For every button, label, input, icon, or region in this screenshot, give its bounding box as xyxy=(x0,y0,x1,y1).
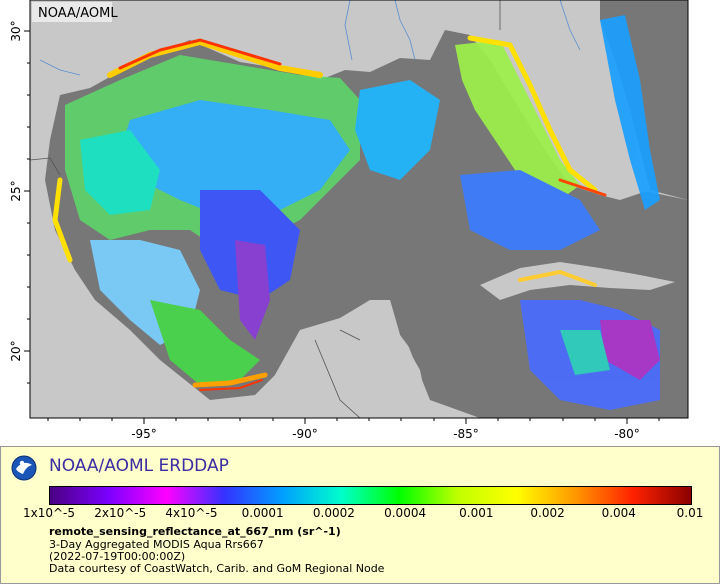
colorbar-tick-label: 0.004 xyxy=(601,506,636,520)
colorbar-tick-label: 0.0004 xyxy=(384,506,427,520)
lon-label-90: -90° xyxy=(292,427,318,441)
cuba-land xyxy=(480,262,675,300)
lat-label-20: 20° xyxy=(9,340,23,361)
legend-panel: NOAA/AOML ERDDAP 1x10^-5 2x10^-5 4x10^-5 0.… xyxy=(0,446,720,584)
legend-title: NOAA/AOML ERDDAP xyxy=(49,456,229,476)
noaa-logo-icon xyxy=(11,455,37,481)
latitude-ticks xyxy=(24,30,30,384)
borders xyxy=(30,0,501,418)
variable-name: remote_sensing_reflectance_at_667_nm (sr… xyxy=(49,525,341,538)
coastal-high-reflectance xyxy=(52,35,607,391)
dataset-time: (2022-07-19T00:00:00Z) xyxy=(49,550,186,563)
map-credit: NOAA/AOML xyxy=(38,6,118,21)
lon-label-95: -95° xyxy=(131,427,157,441)
colorbar-tick-label: 0.001 xyxy=(459,506,494,520)
colorbar-tick-label: 0.0001 xyxy=(241,506,284,520)
colorbar-tick-label: 4x10^-5 xyxy=(165,506,218,520)
colorbar xyxy=(49,486,692,505)
plot-frame xyxy=(29,0,689,419)
longitude-ticks xyxy=(47,418,660,424)
lat-label-25: 25° xyxy=(9,180,23,201)
lat-label-30: 30° xyxy=(9,20,23,41)
data-credit: Data courtesy of CoastWatch, Carib. and … xyxy=(49,562,385,575)
colorbar-tick-label: 2x10^-5 xyxy=(94,506,147,520)
reflectance-data-overlay xyxy=(65,15,660,410)
yucatan-land xyxy=(275,300,430,418)
rivers xyxy=(39,0,581,76)
dataset-description: 3-Day Aggregated MODIS Aqua Rrs667 xyxy=(49,538,264,551)
colorbar-tick-label: 0.01 xyxy=(676,506,704,520)
credit-box xyxy=(32,2,112,22)
satellite-map: 30° 25° 20° -95° -90° -85° -80° NOAA/AOM… xyxy=(9,0,689,441)
colorbar-tick-label: 0.002 xyxy=(530,506,565,520)
colorbar-tick-label: 1x10^-5 xyxy=(22,506,76,520)
lon-label-80: -80° xyxy=(614,427,640,441)
colorbar-tick-label: 0.0002 xyxy=(312,506,355,520)
lon-label-85: -85° xyxy=(453,427,479,441)
